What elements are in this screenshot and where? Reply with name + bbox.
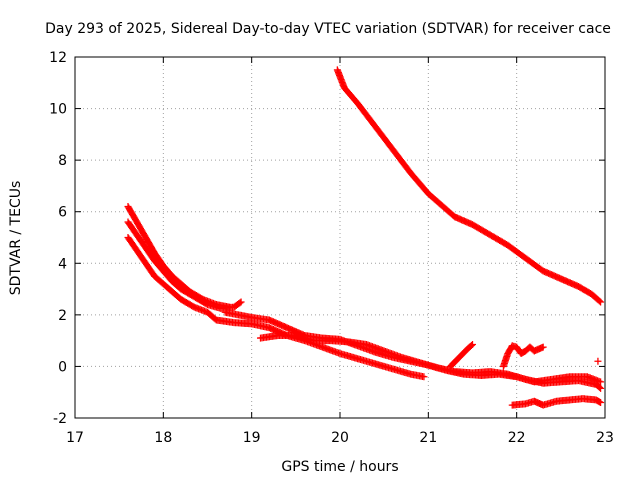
series-track-i — [508, 395, 605, 409]
data-point — [595, 297, 603, 305]
data-point — [595, 383, 603, 391]
data-marks — [124, 66, 605, 409]
series-track-j — [594, 357, 602, 365]
x-tick-label: 19 — [243, 430, 261, 446]
data-point — [597, 399, 605, 407]
series-track-g — [446, 341, 476, 370]
x-axis-label: GPS time / hours — [281, 459, 398, 475]
x-tick-label: 23 — [596, 430, 614, 446]
data-point — [597, 298, 605, 306]
grid — [75, 57, 605, 418]
x-tick-label: 22 — [508, 430, 526, 446]
x-tick-label: 20 — [331, 430, 349, 446]
y-axis-label: SDTVAR / TECUs — [8, 181, 24, 296]
data-point — [467, 341, 475, 349]
chart-title: Day 293 of 2025, Sidereal Day-to-day VTE… — [45, 21, 611, 37]
series-track-h — [499, 342, 547, 370]
y-tick-label: 12 — [49, 50, 67, 66]
data-point — [594, 357, 602, 365]
series-track-d — [124, 234, 428, 381]
x-tick-label: 17 — [66, 430, 84, 446]
series-track-f — [257, 331, 605, 392]
axis-ticks: 17 18 19 20 21 22 23 -2 0 2 4 6 8 10 12 — [49, 50, 614, 446]
x-tick-label: 21 — [419, 430, 437, 446]
series-track-a — [333, 66, 605, 306]
data-point — [597, 378, 605, 386]
data-point — [539, 343, 547, 351]
y-tick-label: 4 — [58, 256, 67, 272]
data-point — [237, 298, 245, 306]
x-tick-label: 18 — [154, 430, 172, 446]
data-point — [597, 384, 605, 392]
data-point — [236, 299, 244, 307]
y-tick-label: 0 — [58, 359, 67, 375]
y-tick-label: 6 — [58, 205, 67, 221]
y-tick-label: -2 — [53, 411, 67, 427]
series-track-c — [124, 218, 245, 312]
y-tick-label: 10 — [49, 102, 67, 118]
y-tick-label: 8 — [58, 153, 67, 169]
y-tick-label: 2 — [58, 308, 67, 324]
data-point — [420, 373, 428, 381]
data-point — [469, 341, 476, 349]
